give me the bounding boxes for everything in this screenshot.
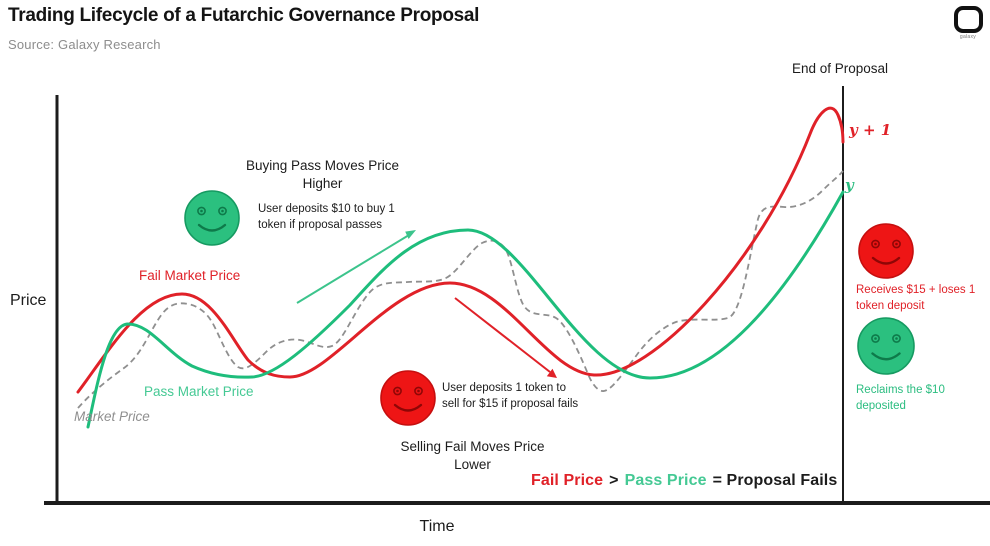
- page-title: Trading Lifecycle of a Futarchic Governa…: [8, 5, 480, 26]
- buying-pass-note: User deposits $10 to buy 1 token if prop…: [258, 203, 395, 231]
- end-of-proposal-label: End of Proposal: [791, 61, 889, 76]
- buying-pass-heading: Buying Pass Moves Price Higher: [245, 158, 400, 191]
- source-caption: Source: Galaxy Research: [8, 37, 161, 52]
- red-smiley-seller-icon: [380, 370, 436, 426]
- reclaims-note: Reclaims the $10 deposited: [856, 384, 945, 412]
- selling-fail-heading: Selling Fail Moves Price Lower: [400, 439, 545, 472]
- formula-greater-than: >: [609, 472, 619, 489]
- pass-price-curve: [86, 190, 845, 429]
- market-price-curve: [77, 170, 844, 409]
- fail-market-price-label: Fail Market Price: [139, 268, 241, 283]
- proposal-fails-formula: Fail Price > Pass Price = Proposal Fails: [531, 472, 837, 490]
- fail-price-curve: [76, 106, 845, 394]
- formula-fail-price: Fail Price: [531, 472, 604, 489]
- receives-note: Receives $15 + loses 1 token deposit: [856, 284, 976, 312]
- pass-end-value-label: y: [845, 176, 854, 194]
- sell-pressure-arrow: [454, 297, 557, 378]
- galaxy-logo-label: galaxy: [959, 34, 977, 40]
- galaxy-logo: galaxy: [948, 6, 988, 40]
- selling-fail-note: User deposits 1 token to sell for $15 if…: [442, 382, 579, 410]
- buy-pressure-arrow: [296, 230, 416, 304]
- market-price-label: Market Price: [74, 409, 150, 424]
- green-smiley-outcome-icon: [857, 317, 915, 375]
- pass-market-price-label: Pass Market Price: [144, 384, 254, 399]
- galaxy-logo-icon: [953, 6, 983, 33]
- formula-result: = Proposal Fails: [712, 472, 838, 489]
- fail-end-value-label: y + 1: [849, 121, 892, 139]
- formula-pass-price: Pass Price: [624, 472, 707, 489]
- time-axis-label: Time: [419, 518, 455, 535]
- green-smiley-buyer-icon: [184, 190, 240, 246]
- red-smiley-outcome-icon: [858, 223, 914, 279]
- price-axis-label: Price: [10, 292, 47, 309]
